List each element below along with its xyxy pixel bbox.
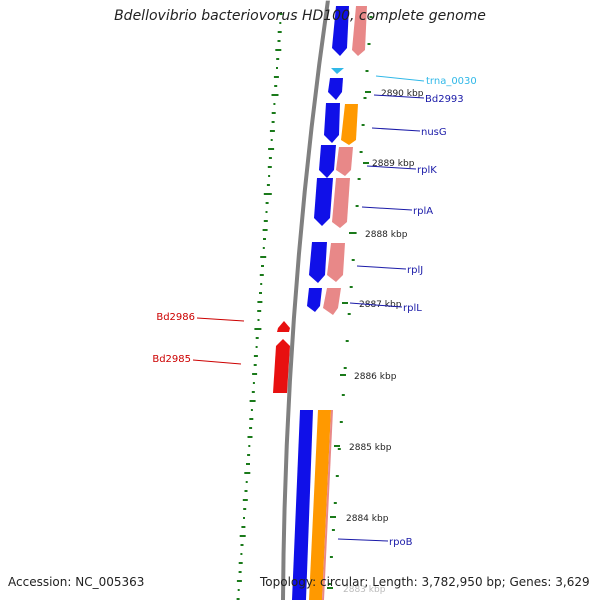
genome-summary: Topology: circular; Length: 3,782,950 bp…	[260, 575, 590, 589]
cds-arrow	[332, 6, 349, 56]
gene-label-nusg: nusG	[421, 127, 447, 138]
highlighted-genes	[273, 321, 290, 393]
cds-arrow	[328, 78, 343, 100]
cds-arrow	[319, 145, 336, 178]
scale-ticks	[327, 91, 371, 589]
forward-strand-track	[292, 6, 349, 600]
gene-label-bd2985: Bd2985	[152, 354, 191, 365]
reverse-strand-track	[309, 6, 367, 600]
cds-arrow	[341, 104, 358, 145]
scale-label: 2885 kbp	[349, 443, 392, 453]
scale-label: 2886 kbp	[354, 372, 397, 382]
gc-content-track	[236, 13, 373, 600]
scale-label: 2890 kbp	[381, 89, 424, 99]
scale-label: 2888 kbp	[365, 230, 408, 240]
cds-arrow	[327, 243, 345, 282]
trna-marker	[331, 68, 344, 74]
cds-arrow	[309, 242, 327, 283]
cds-arrow	[314, 178, 333, 226]
gene-label-bd2986: Bd2986	[156, 312, 195, 323]
gene-label-rplj: rplJ	[407, 265, 423, 276]
gene-bd2986	[277, 321, 290, 332]
cds-arrow	[352, 6, 367, 56]
accession-label: Accession: NC_005363	[8, 575, 145, 589]
cds-arrow	[332, 178, 350, 228]
label-leaders	[192, 75, 425, 542]
cds-arrow	[323, 288, 341, 315]
genome-backbone	[281, 0, 330, 600]
gene-label-rpll: rplL	[403, 303, 422, 314]
cds-arrow	[307, 288, 322, 312]
gene-label-rplk: rplK	[417, 165, 437, 176]
gene-label-rpob: rpoB	[389, 537, 413, 548]
gene-bd2985	[273, 339, 290, 393]
gene-label-rpla: rplA	[413, 206, 433, 217]
scale-label: 2884 kbp	[346, 514, 389, 524]
cds-block	[309, 410, 331, 600]
cds-arrow	[324, 103, 340, 143]
scale-labels: 2890 kbp 2889 kbp 2888 kbp 2887 kbp 2886…	[343, 89, 424, 595]
scale-label: 2883 kbp	[343, 585, 386, 595]
cds-block	[292, 410, 313, 600]
genome-title: Bdellovibrio bacteriovorus HD100, comple…	[114, 8, 486, 24]
gene-label-trna-0030: trna_0030	[426, 76, 477, 87]
gene-label-bd2993: Bd2993	[425, 94, 464, 105]
gene-labels: trna_0030 Bd2993 nusG rplK rplA rplJ rpl…	[152, 76, 476, 548]
cds-arrow	[336, 147, 353, 176]
cds-block-edge	[322, 410, 333, 600]
scale-label: 2889 kbp	[372, 159, 415, 169]
